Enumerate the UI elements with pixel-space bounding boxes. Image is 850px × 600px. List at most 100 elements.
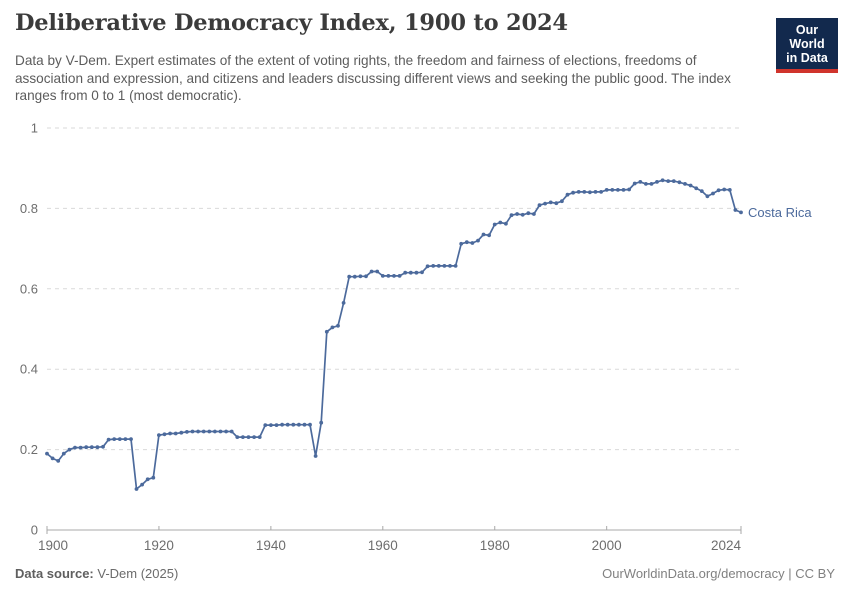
data-point[interactable] (711, 191, 715, 196)
costa-rica-trend-line[interactable] (46, 179, 742, 490)
data-point[interactable] (50, 456, 55, 461)
data-point[interactable] (660, 178, 665, 183)
data-point[interactable] (408, 270, 413, 275)
data-point[interactable] (352, 274, 357, 279)
data-point[interactable] (297, 422, 301, 427)
data-point[interactable] (263, 423, 268, 427)
data-point[interactable] (420, 270, 424, 275)
data-point[interactable] (89, 445, 94, 450)
data-point[interactable] (56, 459, 61, 463)
data-point[interactable] (543, 201, 547, 206)
data-point[interactable] (252, 435, 256, 439)
data-point[interactable] (364, 274, 368, 279)
data-point[interactable] (134, 487, 139, 491)
data-point[interactable] (67, 447, 72, 452)
data-point[interactable] (185, 430, 189, 434)
data-point[interactable] (313, 454, 318, 458)
data-point[interactable] (285, 422, 290, 427)
data-point[interactable] (229, 429, 234, 434)
data-point[interactable] (347, 274, 352, 279)
data-point[interactable] (571, 190, 575, 195)
data-point[interactable] (526, 211, 531, 216)
data-point[interactable] (627, 187, 631, 192)
data-point[interactable] (520, 212, 525, 217)
data-point[interactable] (106, 437, 111, 442)
data-point[interactable] (246, 435, 251, 439)
data-point[interactable] (560, 199, 564, 204)
data-point[interactable] (369, 269, 374, 274)
data-point[interactable] (582, 190, 587, 194)
data-point[interactable] (190, 429, 195, 434)
data-point[interactable] (470, 241, 475, 245)
data-point[interactable] (492, 222, 497, 227)
data-point[interactable] (638, 180, 643, 184)
data-point[interactable] (464, 240, 469, 245)
data-point[interactable] (269, 423, 273, 427)
data-point[interactable] (448, 264, 452, 268)
data-point[interactable] (218, 429, 223, 434)
data-point[interactable] (201, 429, 206, 434)
data-point[interactable] (727, 188, 732, 192)
data-point[interactable] (532, 212, 536, 216)
data-point[interactable] (224, 429, 229, 434)
data-point[interactable] (151, 475, 156, 480)
data-point[interactable] (213, 429, 217, 434)
data-point[interactable] (666, 179, 671, 184)
data-point[interactable] (739, 210, 743, 215)
data-point[interactable] (431, 264, 436, 268)
data-point[interactable] (291, 422, 296, 427)
data-point[interactable] (257, 435, 262, 439)
data-point[interactable] (425, 264, 430, 269)
data-point[interactable] (173, 431, 178, 436)
data-point[interactable] (548, 200, 553, 205)
data-point[interactable] (476, 238, 480, 243)
data-point[interactable] (84, 445, 89, 450)
data-point[interactable] (593, 190, 598, 194)
footer-link[interactable]: OurWorldinData.org/democracy | CC BY (602, 566, 835, 581)
data-point[interactable] (308, 422, 312, 427)
data-point[interactable] (168, 431, 173, 436)
data-point[interactable] (481, 232, 486, 237)
data-point[interactable] (302, 422, 307, 427)
data-point[interactable] (392, 274, 396, 278)
data-point[interactable] (610, 188, 615, 192)
data-point[interactable] (694, 186, 699, 191)
data-point[interactable] (140, 482, 145, 487)
data-point[interactable] (386, 274, 391, 278)
data-point[interactable] (375, 269, 380, 274)
data-point[interactable] (380, 274, 385, 278)
data-point[interactable] (649, 182, 654, 186)
data-point[interactable] (604, 188, 609, 192)
data-point[interactable] (73, 445, 77, 450)
data-point[interactable] (436, 264, 441, 268)
data-point[interactable] (716, 188, 721, 193)
data-point[interactable] (78, 445, 83, 450)
data-point[interactable] (235, 435, 240, 439)
data-point[interactable] (397, 274, 402, 278)
data-point[interactable] (688, 183, 693, 188)
data-point[interactable] (280, 422, 284, 427)
data-point[interactable] (671, 179, 676, 184)
data-point[interactable] (487, 233, 491, 238)
data-point[interactable] (537, 203, 542, 208)
data-point[interactable] (588, 190, 592, 195)
data-point[interactable] (453, 264, 458, 268)
data-point[interactable] (95, 445, 100, 450)
owid-logo[interactable]: Our World in Data (776, 18, 838, 73)
data-point[interactable] (632, 181, 637, 186)
data-point[interactable] (207, 429, 212, 434)
data-point[interactable] (509, 213, 514, 218)
data-point[interactable] (403, 270, 408, 275)
data-point[interactable] (112, 437, 117, 441)
data-point[interactable] (45, 451, 49, 456)
data-point[interactable] (442, 264, 447, 268)
data-point[interactable] (157, 433, 161, 437)
entity-label-costa-rica[interactable]: Costa Rica (748, 205, 812, 220)
data-point[interactable] (101, 444, 105, 449)
data-point[interactable] (330, 325, 335, 330)
data-point[interactable] (117, 437, 122, 441)
data-point[interactable] (498, 220, 503, 225)
data-point[interactable] (599, 190, 603, 194)
data-point[interactable] (61, 451, 66, 456)
